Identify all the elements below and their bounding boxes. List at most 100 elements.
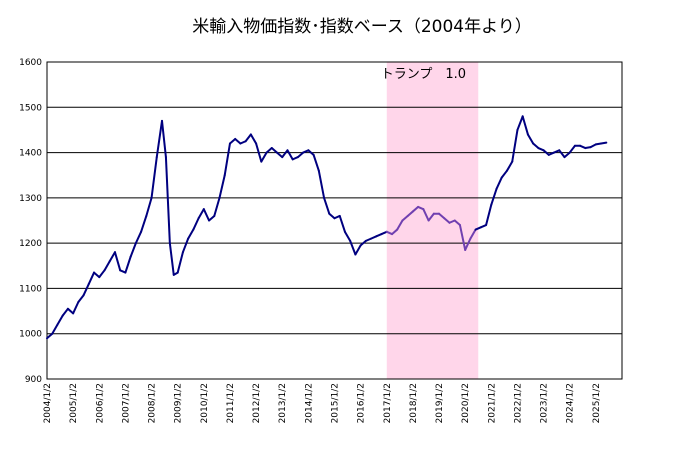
y-tick-label: 900 — [25, 375, 42, 385]
annotation-label: トランプ 1.0 — [381, 67, 466, 82]
series-segment — [234, 137, 242, 145]
series-segment — [307, 149, 315, 156]
series-segment — [276, 151, 284, 159]
series-segment — [411, 205, 420, 213]
series-segment — [296, 151, 305, 159]
y-tick-label: 1500 — [19, 103, 42, 113]
series-segment — [469, 228, 477, 240]
series-segment — [260, 151, 268, 163]
series-segment — [124, 255, 132, 274]
series-segment — [422, 208, 430, 222]
series-segment — [317, 169, 326, 199]
series-segment — [223, 142, 231, 177]
series-segment — [427, 212, 435, 222]
series-segment — [103, 260, 111, 272]
series-segment — [51, 323, 59, 335]
x-tick-label: 2025/1/2 — [592, 383, 602, 423]
series-segment — [312, 153, 320, 172]
x-tick-label: 2022/1/2 — [513, 383, 523, 423]
series-segment — [113, 251, 122, 272]
series-segment — [500, 169, 508, 179]
series-segment — [265, 147, 273, 154]
series-segment — [401, 214, 409, 222]
series-segment — [532, 142, 540, 150]
y-tick-label: 1300 — [19, 194, 42, 204]
series-segment — [87, 271, 96, 285]
series-segment — [281, 149, 289, 159]
x-tick-label: 2013/1/2 — [278, 383, 288, 423]
series-segment — [506, 160, 514, 172]
series-segment — [98, 269, 106, 279]
series-segment — [134, 230, 143, 245]
plot-border — [46, 61, 623, 380]
series-segment — [359, 239, 367, 247]
series-segment — [129, 242, 137, 258]
series-segment — [490, 187, 498, 206]
x-tick-label: 2020/1/2 — [461, 383, 471, 423]
series-segment — [600, 141, 608, 145]
x-tick-label: 2010/1/2 — [200, 383, 210, 423]
x-tick-label: 2016/1/2 — [357, 383, 367, 423]
series-segment — [438, 212, 446, 220]
x-tick-label: 2014/1/2 — [304, 383, 314, 423]
series-segment — [485, 203, 493, 227]
series-segment — [568, 144, 576, 154]
x-tick-label: 2023/1/2 — [540, 383, 550, 423]
x-tick-label: 2015/1/2 — [331, 383, 341, 423]
series-segment — [208, 214, 216, 222]
series-segment — [66, 307, 75, 315]
series-segment — [249, 133, 258, 145]
series-segment — [354, 244, 362, 256]
series-segment — [270, 147, 278, 154]
x-tick-label: 2004/1/2 — [43, 383, 53, 423]
y-tick-label: 1200 — [19, 239, 42, 249]
series-segment — [56, 314, 64, 326]
series-segment — [93, 271, 101, 279]
series-segment — [526, 133, 535, 145]
series-segment — [176, 251, 184, 274]
series-segment — [213, 196, 221, 217]
series-segment — [140, 214, 148, 233]
chart-title: 米輸入物価指数･指数ベース（2004年より） — [192, 17, 532, 37]
series-segment — [323, 196, 331, 215]
y-tick-label: 1000 — [19, 330, 42, 340]
series-segment — [458, 224, 467, 251]
series-segment — [349, 239, 357, 256]
series-segment — [218, 174, 226, 199]
series-segment — [558, 149, 566, 159]
series-segment — [164, 156, 171, 245]
series-segment — [150, 156, 158, 199]
series-segment — [145, 196, 153, 217]
x-tick-label: 2007/1/2 — [121, 383, 131, 423]
series-segment — [187, 228, 195, 240]
series-segment — [82, 282, 90, 297]
series-segment — [255, 142, 263, 163]
series-segment — [542, 149, 550, 156]
y-tick-label: 1100 — [19, 284, 42, 294]
series-segment — [244, 133, 252, 143]
series-segment — [516, 115, 524, 131]
series-segment — [108, 251, 116, 263]
series-segment — [511, 128, 519, 163]
series-segment — [396, 219, 404, 231]
x-tick-label: 2005/1/2 — [69, 383, 79, 423]
x-tick-label: 2024/1/2 — [566, 383, 576, 423]
series-segment — [61, 307, 69, 317]
series-segment — [521, 115, 529, 136]
series-segment — [192, 217, 200, 231]
series-segment — [168, 242, 175, 276]
series-segment — [563, 151, 571, 159]
series-segment — [181, 237, 190, 254]
series-segment — [406, 210, 414, 217]
plot-area: 900 1000 1100 1200 1300 1400 1500 1600 2004/1/2 2… — [19, 58, 623, 423]
y-tick-label: 1400 — [19, 149, 42, 159]
series-segment — [161, 119, 167, 159]
series-segment — [443, 217, 451, 224]
x-tick-label: 2017/1/2 — [383, 383, 393, 423]
x-tick-label: 2008/1/2 — [148, 383, 158, 423]
y-tick-label: 1600 — [19, 58, 42, 68]
annotation-band — [386, 62, 479, 379]
x-tick-label: 2019/1/2 — [435, 383, 445, 423]
series-segment — [77, 294, 85, 304]
